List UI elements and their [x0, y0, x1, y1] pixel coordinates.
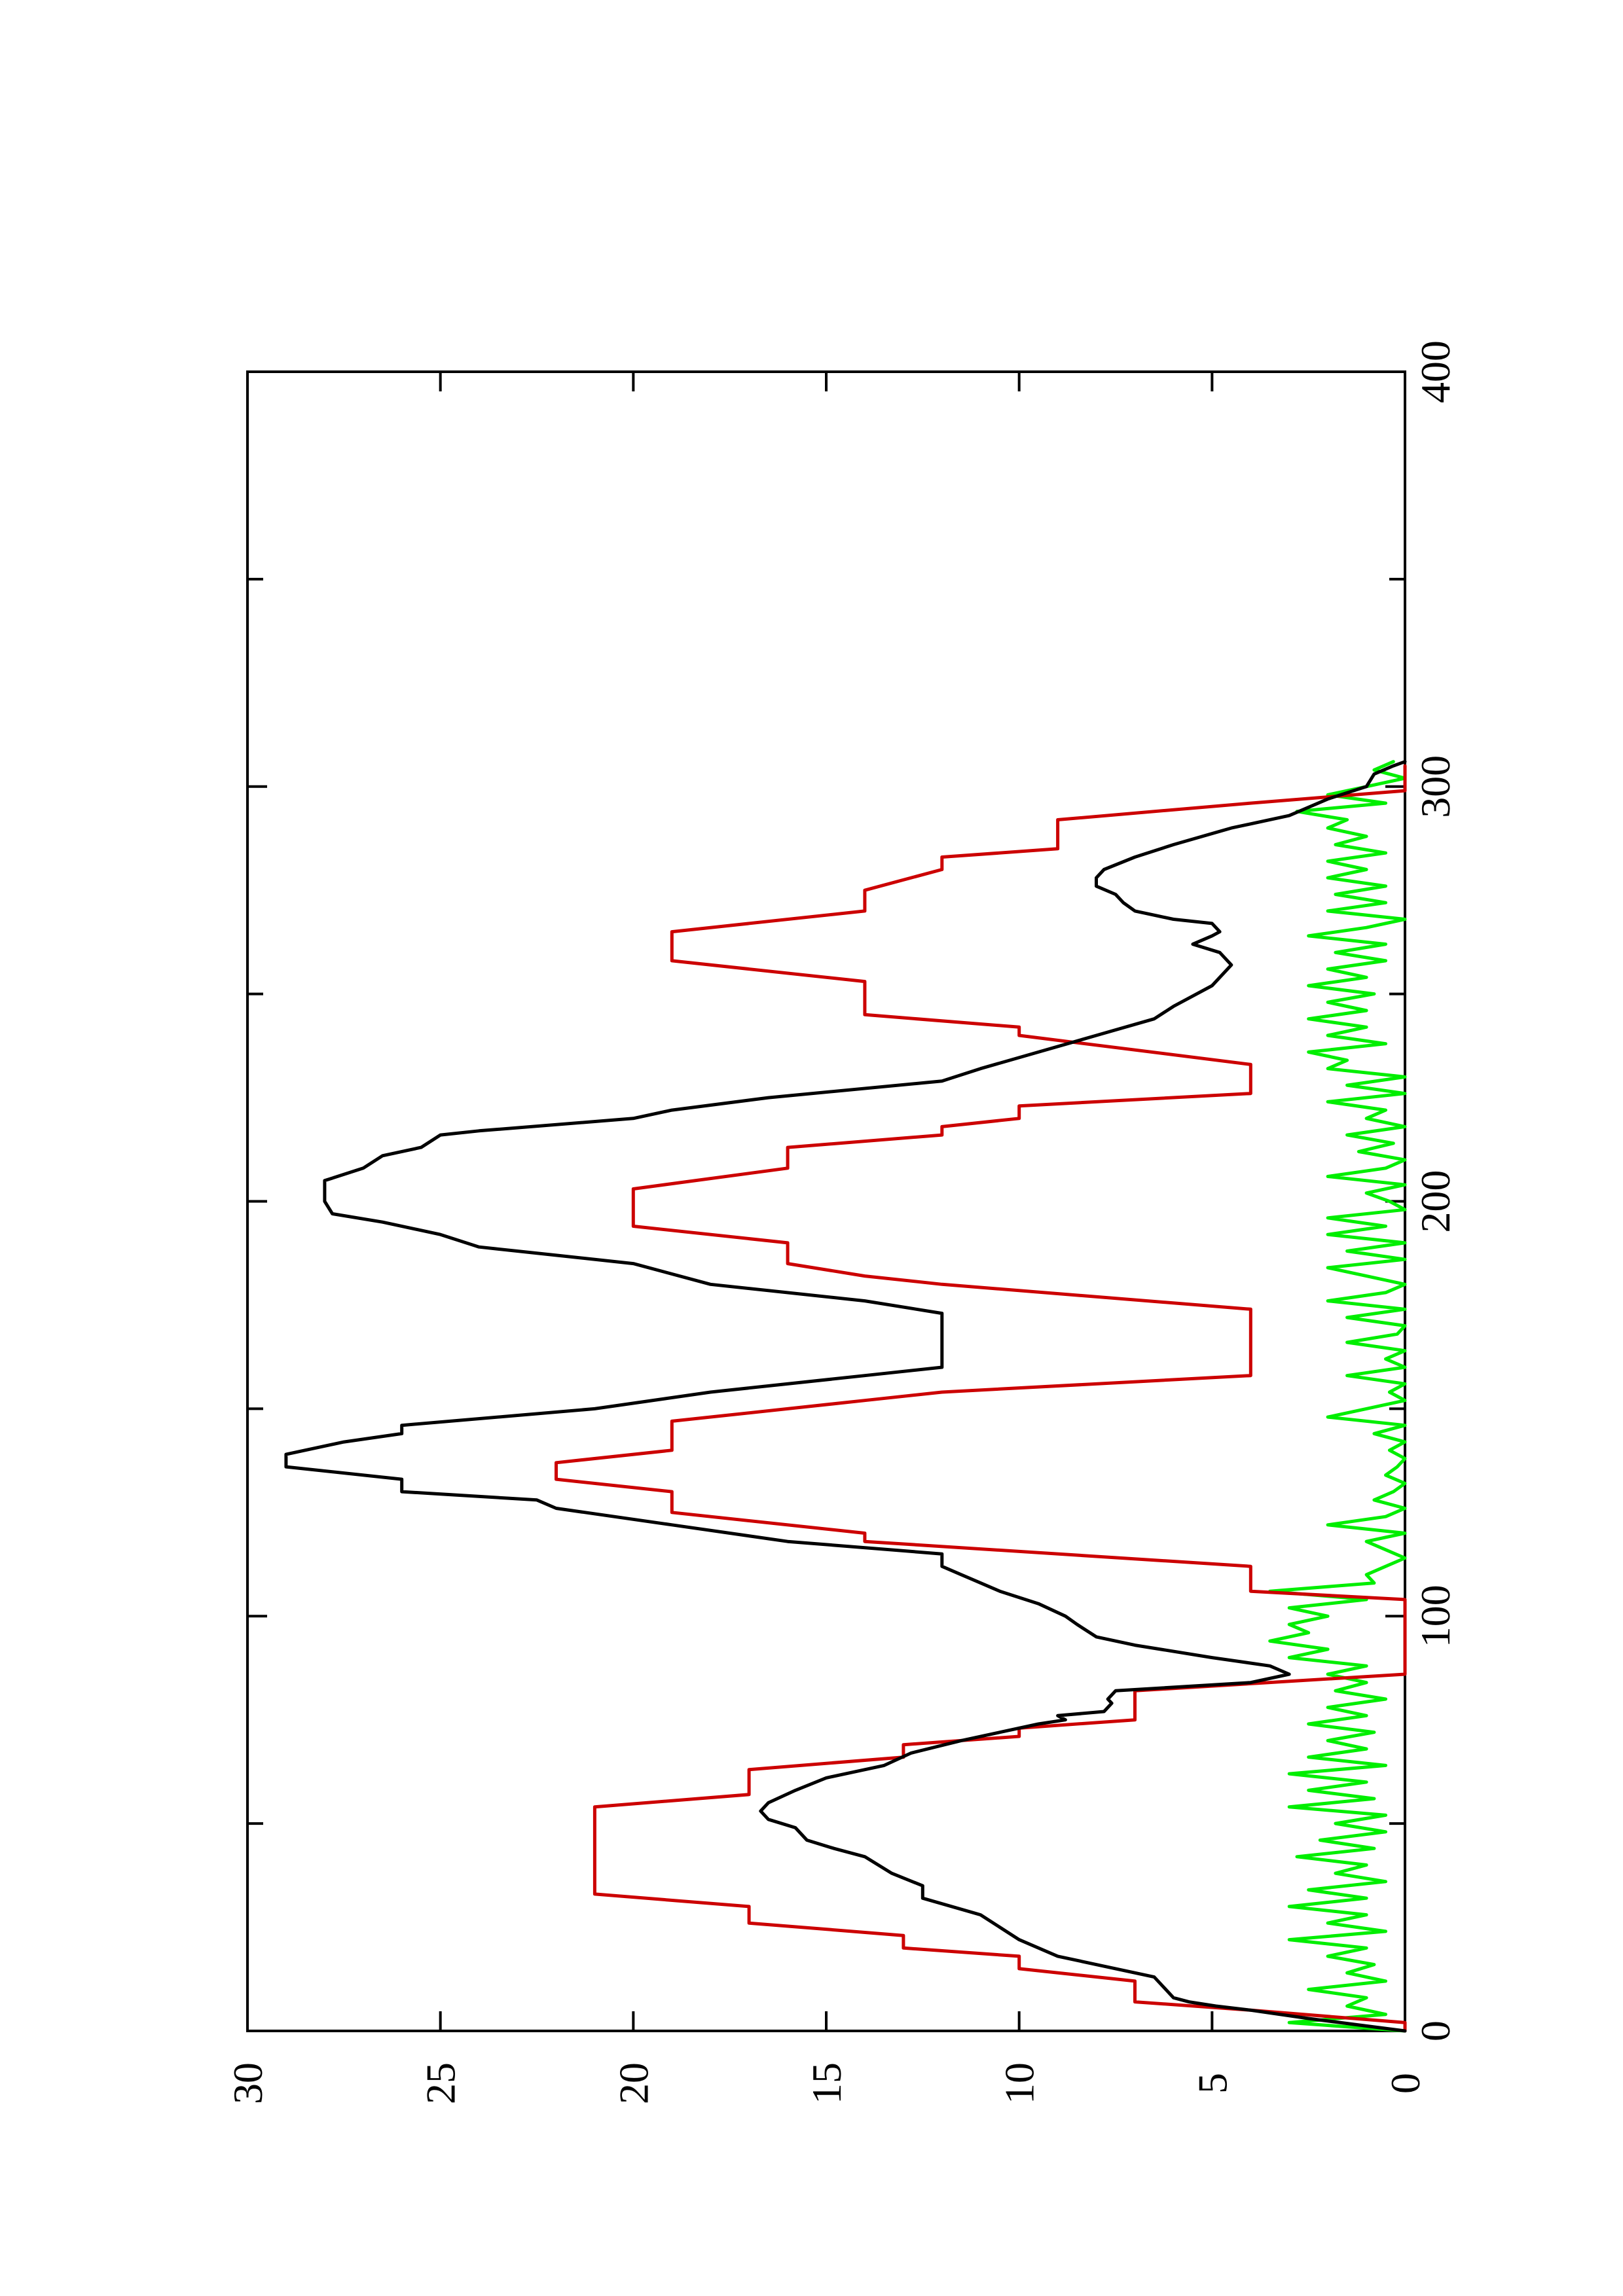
y-tick-label: 20 [610, 2062, 657, 2104]
series-line-3 [1268, 760, 1407, 2033]
plot-area: 0 100 200 300 400 0 5 10 15 20 25 30 [225, 340, 1459, 2104]
series-line-1 [555, 764, 1407, 2033]
series-layer [284, 760, 1407, 2033]
y-tick-label: 5 [1189, 2073, 1235, 2094]
tick-labels: 0 100 200 300 400 0 5 10 15 20 25 30 [225, 340, 1459, 2104]
x-tick-label: 300 [1412, 755, 1459, 818]
x-tick-label: 200 [1412, 1170, 1459, 1233]
y-tick-label: 30 [225, 2062, 271, 2104]
axis-ticks [246, 370, 1406, 2032]
x-tick-label: 100 [1412, 1585, 1459, 1647]
x-tick-label: 0 [1412, 2020, 1459, 2041]
y-tick-label: 0 [1382, 2073, 1429, 2094]
y-tick-label: 10 [996, 2062, 1043, 2104]
plot-frame [246, 370, 1406, 2032]
y-tick-label: 15 [803, 2062, 850, 2104]
series-line-2 [284, 760, 1407, 2033]
y-tick-label: 25 [418, 2062, 464, 2104]
x-tick-label: 400 [1412, 340, 1459, 403]
